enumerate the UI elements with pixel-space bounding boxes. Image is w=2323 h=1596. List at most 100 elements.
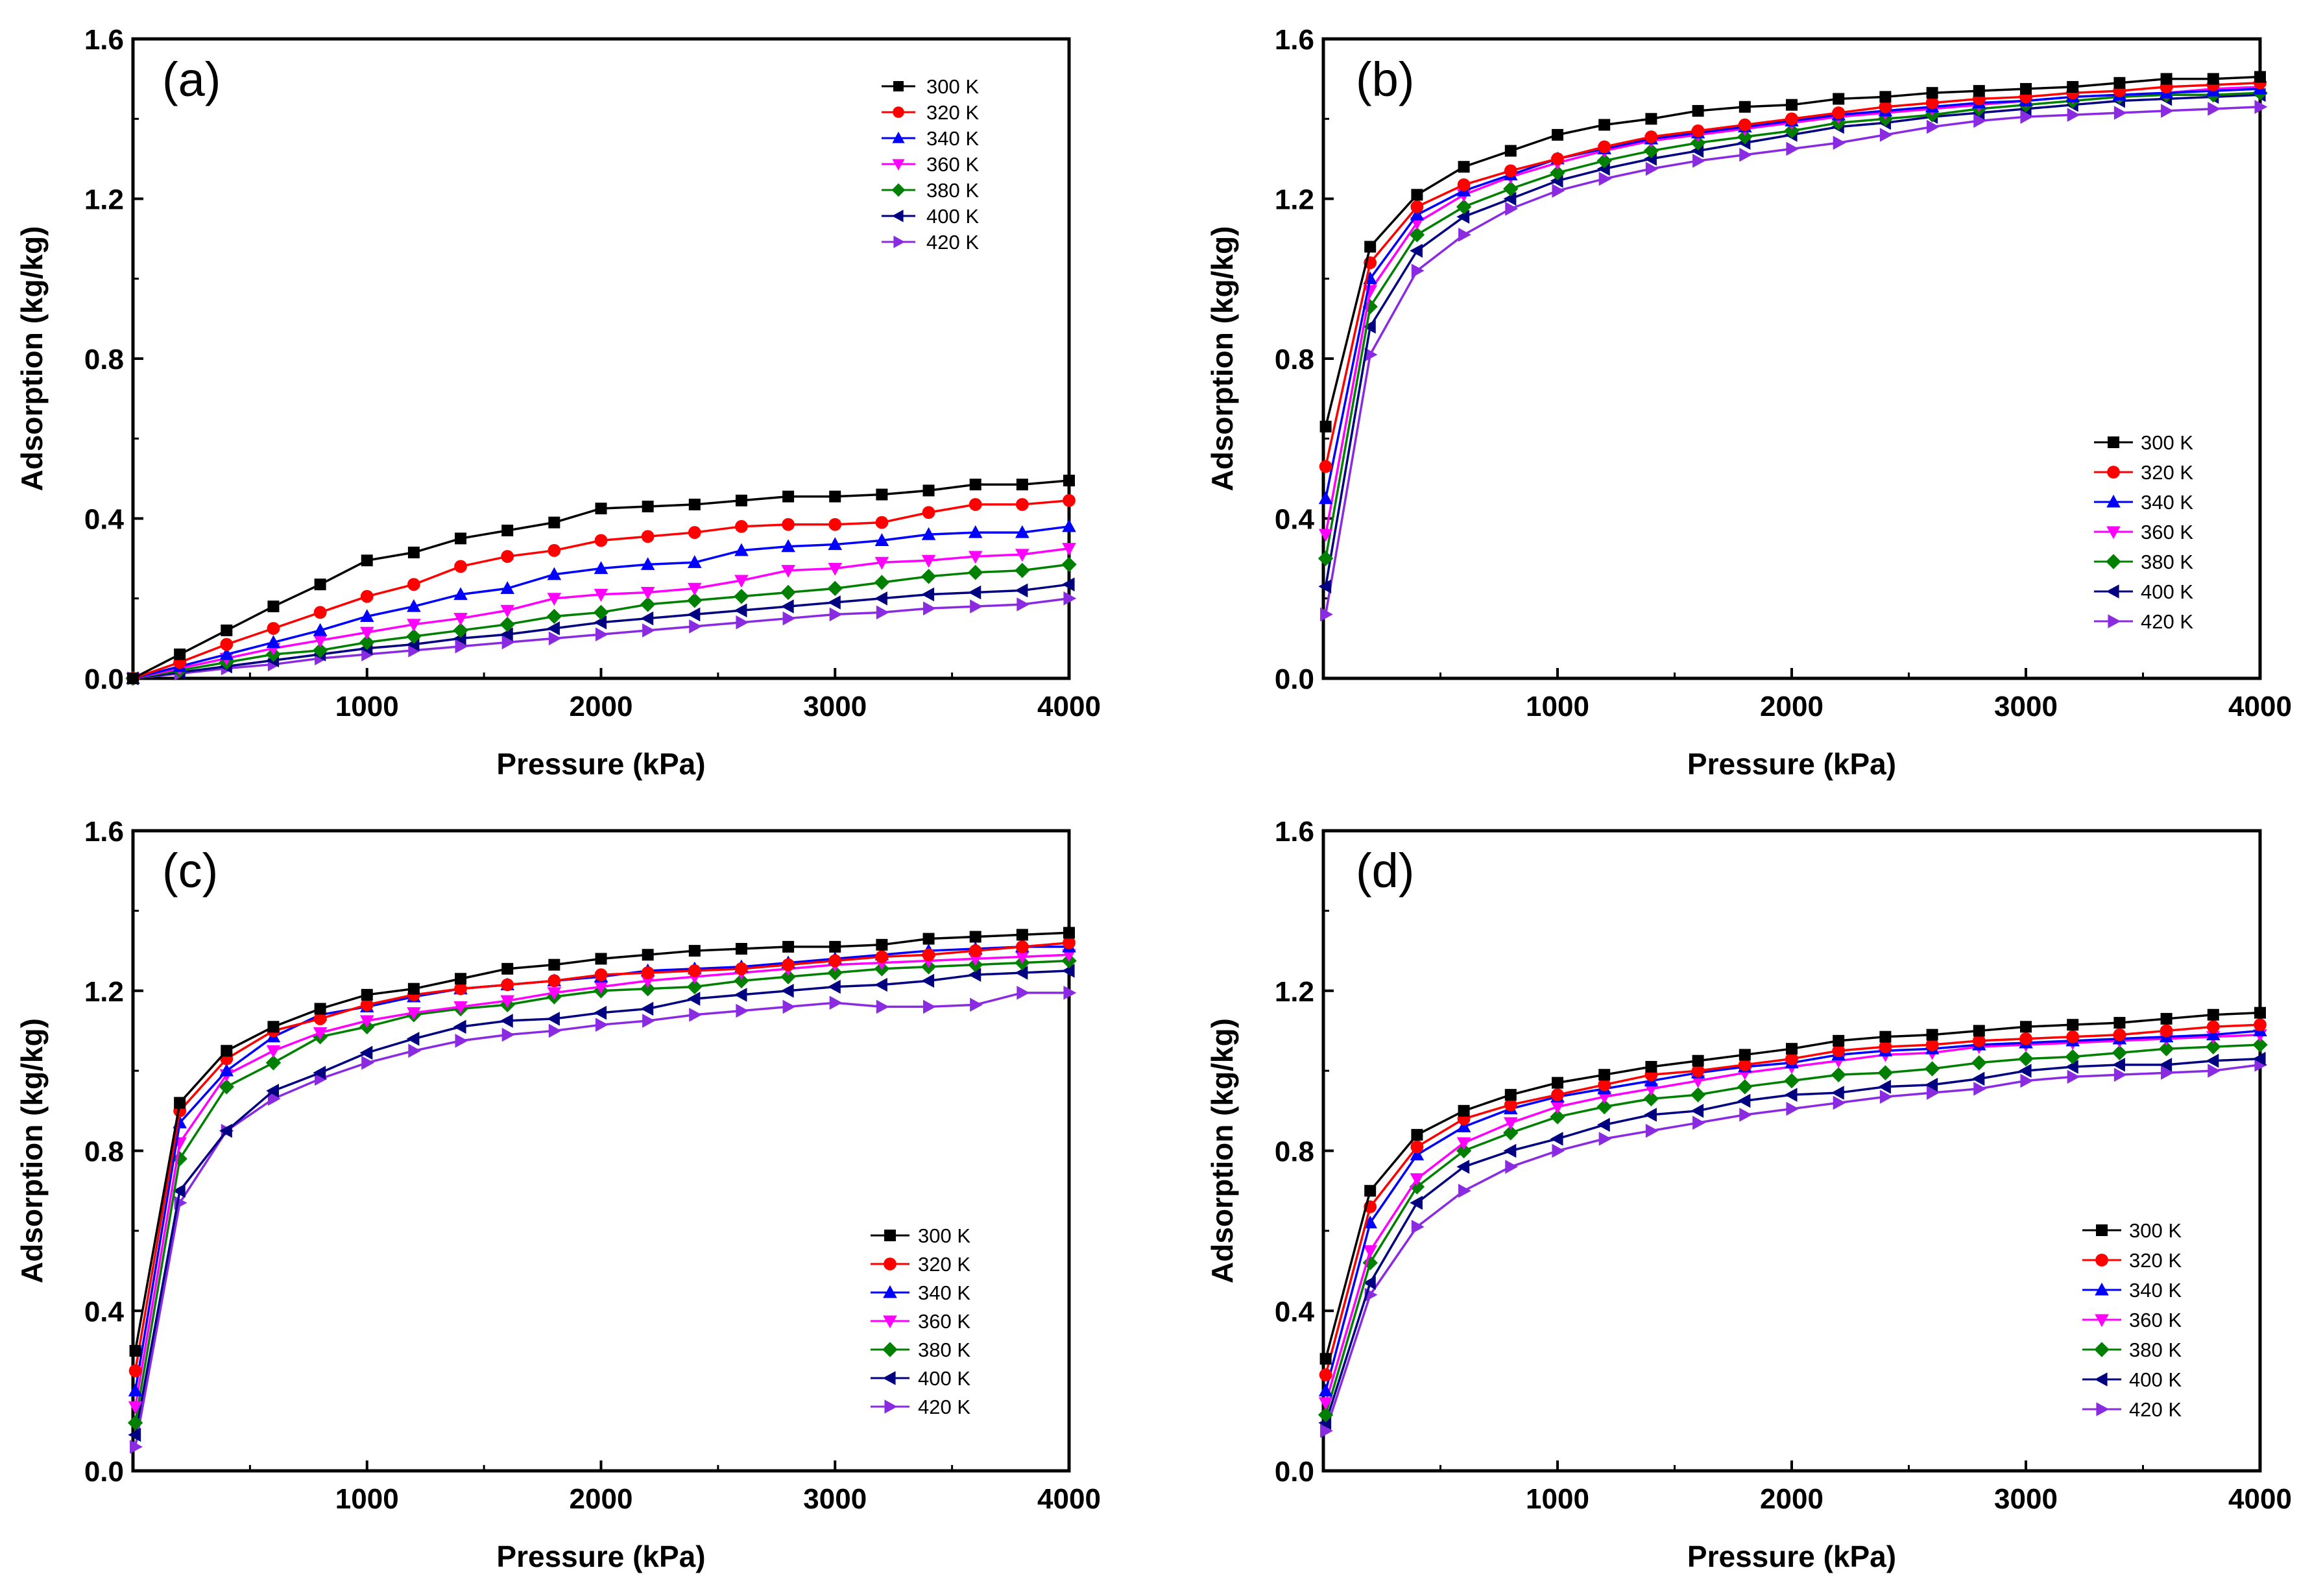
data-point [1318, 1397, 1333, 1411]
data-point [547, 593, 562, 606]
data-point [2208, 102, 2221, 116]
y-axis-title: Adsorption (kg/kg) [15, 1018, 49, 1283]
data-point [1503, 191, 1517, 206]
data-point [640, 611, 654, 626]
data-point [2067, 1019, 2079, 1031]
data-point [359, 634, 375, 650]
data-point [687, 593, 703, 608]
data-point [2207, 1008, 2219, 1021]
data-point [1319, 1368, 1332, 1381]
data-point [1363, 1215, 1377, 1229]
data-point [1552, 128, 1563, 141]
data-point [1739, 101, 1751, 113]
data-point [1879, 91, 1892, 103]
x-tick-label: 2000 [570, 691, 633, 722]
data-point [1786, 1101, 1799, 1116]
data-point [1879, 100, 1892, 113]
series-300k [1319, 71, 2266, 433]
data-point [172, 1184, 186, 1198]
data-point [1784, 123, 1799, 139]
data-point [1925, 96, 1939, 110]
data-point [313, 606, 327, 619]
data-point [876, 488, 888, 501]
data-point [127, 673, 139, 684]
data-point [1833, 136, 1846, 150]
data-point [735, 519, 748, 533]
legend-marker [893, 106, 904, 118]
data-point [1504, 1117, 1518, 1130]
data-point [1410, 1173, 1425, 1186]
data-point [407, 546, 420, 558]
data-point [2254, 1006, 2266, 1019]
series-360k [128, 949, 1076, 1414]
data-point [968, 585, 981, 600]
data-point [1644, 1083, 1659, 1097]
data-point [1644, 130, 1658, 143]
data-point [875, 516, 889, 529]
legend-entry-label: 320 K [918, 1253, 970, 1276]
data-point [1062, 543, 1076, 556]
data-point [1973, 1025, 1985, 1037]
data-point [2065, 1060, 2078, 1074]
data-point [969, 498, 982, 511]
data-point [1786, 1043, 1798, 1055]
data-point [1596, 1099, 1612, 1115]
series-380k [1318, 85, 2268, 566]
legend-marker [2096, 1224, 2108, 1236]
legend-marker [2096, 1402, 2110, 1416]
data-point [1318, 529, 1333, 542]
data-point [129, 1344, 141, 1357]
series-400k [128, 964, 1075, 1442]
x-tick-label: 3000 [1994, 1483, 2058, 1515]
y-tick-label: 0.4 [84, 504, 125, 536]
data-point [407, 599, 421, 612]
data-point [267, 1021, 280, 1033]
data-point [407, 1007, 421, 1020]
legend-marker [2095, 1314, 2109, 1328]
data-point [594, 589, 608, 602]
data-point [2113, 1028, 2126, 1042]
data-point [267, 622, 280, 635]
data-point [1927, 1086, 1940, 1100]
data-point [921, 569, 937, 584]
series-320k [1319, 1018, 2267, 1381]
data-point [547, 1012, 560, 1026]
legend-entry-label: 300 K [2141, 431, 2193, 454]
data-point [922, 506, 935, 519]
data-point [687, 607, 701, 622]
data-point [313, 623, 328, 636]
data-point [970, 599, 983, 613]
data-point [1551, 1088, 1564, 1102]
data-point [1644, 1108, 1657, 1122]
legend-entry-label: 300 K [926, 75, 979, 98]
series-line [1324, 82, 2261, 467]
data-point [1319, 1353, 1332, 1365]
data-point [314, 578, 326, 591]
data-point [780, 599, 794, 613]
data-point [642, 501, 654, 513]
data-point [828, 562, 843, 576]
data-point [782, 518, 795, 531]
data-point [1552, 184, 1565, 198]
data-point [874, 977, 887, 992]
data-point [2206, 1020, 2220, 1034]
data-point [2206, 1053, 2219, 1068]
data-point [781, 565, 795, 578]
data-point [642, 949, 654, 961]
data-point [594, 968, 608, 981]
data-point [1364, 1185, 1377, 1197]
data-point [1832, 106, 1846, 119]
data-point [782, 611, 796, 626]
legend-entry-label: 400 K [926, 205, 979, 228]
data-point [548, 974, 561, 988]
data-point [1458, 1104, 1470, 1117]
data-point [1692, 1115, 1705, 1130]
legend-entry-label: 320 K [2141, 461, 2193, 484]
data-point [1645, 1123, 1659, 1138]
data-point [1691, 1064, 1705, 1078]
data-point [641, 966, 655, 979]
data-point [2206, 1027, 2221, 1041]
data-point [1504, 1098, 1517, 1112]
data-point [2066, 1030, 2080, 1043]
